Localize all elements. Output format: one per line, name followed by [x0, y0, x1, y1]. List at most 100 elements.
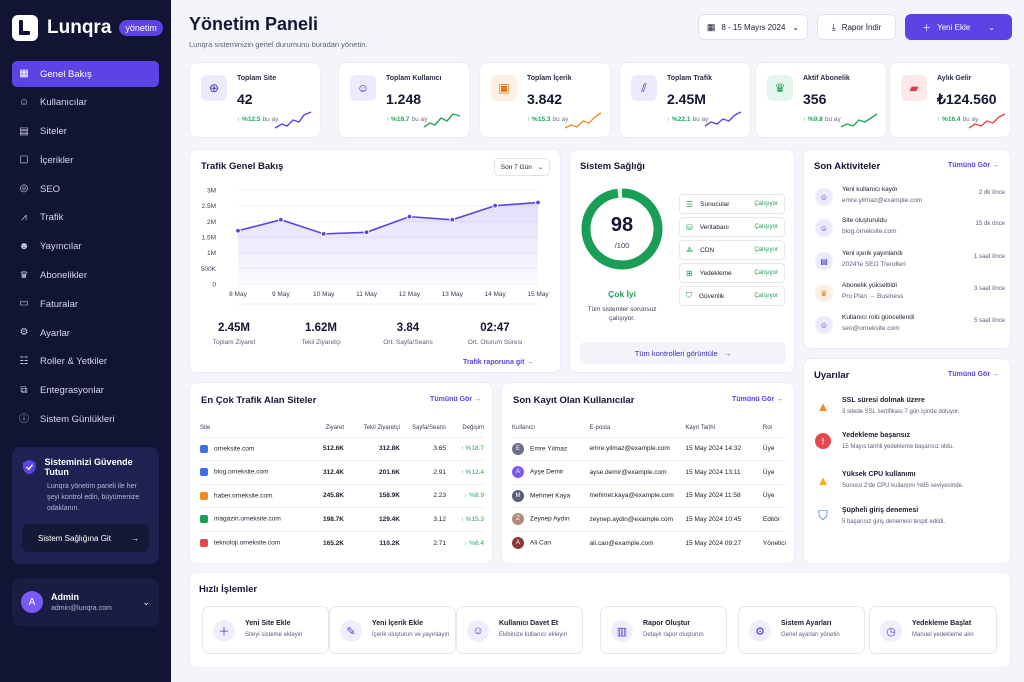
quick-action-add-content[interactable]: ✎ Yeni İçerik Ekle İçerik oluşturun ve yay… [329, 606, 456, 654]
top-sites-title: En Çok Trafik Alan Siteler [201, 395, 317, 406]
report-download-button[interactable]: ⤓ Rapor İndir [817, 14, 896, 40]
quick-action-start-backup[interactable]: ◷ Yedekleme Başlat Manuel yedekleme alın [869, 606, 997, 654]
target-icon: ◎ [19, 183, 29, 195]
crown-icon: ♛ [815, 284, 833, 302]
sidebar-item-label: Genel Bakış [40, 68, 92, 80]
sidebar-item-seo[interactable]: ◎ SEO [12, 176, 159, 202]
table-row[interactable]: E Emre Yılmaz emre.yilmaz@example.com 15 Ma… [512, 437, 786, 461]
stat-card-subscriptions[interactable]: ♛ Aktif Abonelik 356 ↑ %9.8 bu ay [755, 62, 887, 138]
sidebar-item-sites[interactable]: ▤ Siteler [12, 119, 159, 145]
sidebar-item-traffic[interactable]: ⩘ Trafik [12, 205, 159, 231]
sidebar: Lunqra yönetim ▦ Genel Bakış ☺ Kullanıcıla… [0, 0, 171, 682]
sidebar-item-label: Siteler [40, 126, 67, 138]
quick-action-invite-user[interactable]: ☺ Kullanıcı Davet Et Ekibinize kullanıcı e… [456, 606, 583, 654]
sidebar-item-settings[interactable]: ⚙ Ayarlar [12, 320, 159, 346]
sidebar-item-integrations[interactable]: ⧉ Entegrasyonlar [12, 378, 159, 404]
activity-item[interactable]: ☺ Site oluşturuldu blog.orneksite.com 15 dk… [815, 215, 1005, 243]
quick-actions-card: Hızlı İşlemler ＋ Yeni Site Ekle Siteyi sis… [189, 572, 1011, 668]
user-profile[interactable]: A Admin admin@lunqra.com ⌄ [12, 578, 159, 626]
view-all-checks-button[interactable]: Tüm kontrolleri görüntüle → [580, 342, 786, 364]
activity-item[interactable]: ☺ Kullanıcı rolü güncellendi seo@orneksite… [815, 312, 1005, 340]
sidebar-item-label: Roller & Yetkiler [40, 356, 108, 368]
stat-label: Toplam Kullanıcı [386, 75, 442, 82]
activity-item[interactable]: ♛ Abonelik yükseltildi Pro Plan → Business… [815, 280, 1005, 308]
server-icon: ☰ [686, 199, 694, 209]
brand-badge: yönetim [119, 20, 163, 36]
recent-users-view-all-link[interactable]: Tümünü Gör → [732, 396, 783, 403]
table-row[interactable]: A Ayşe Demir ayse.demir@example.com 15 May … [512, 460, 786, 485]
stat-card-sites[interactable]: ⊕ Toplam Site 42 ↑ %12.5 bu ay [189, 62, 321, 138]
activity-view-all-link[interactable]: Tümünü Gör → [948, 162, 999, 169]
recent-users-table: Kullanıcı E-posta Kayıt Tarihi Rol E Emre Yı… [512, 419, 786, 555]
chevron-down-icon[interactable]: ⌄ [142, 596, 150, 607]
alerts-view-all-link[interactable]: Tümünü Gör → [948, 371, 999, 378]
health-item-security: ⛉ Güvenlik Çalışıyor [679, 286, 785, 306]
y-tick-label: 500K [201, 266, 217, 273]
brand-logo[interactable]: Lunqra yönetim [12, 15, 163, 41]
avatar: A [512, 537, 524, 549]
x-tick-label: 14 May [484, 291, 506, 298]
avatar: Z [512, 513, 524, 526]
y-tick-label: 3M [207, 188, 216, 195]
sidebar-item-label: Kullanıcılar [40, 97, 87, 109]
invite-icon: ☺ [467, 620, 489, 642]
y-tick-label: 2M [207, 219, 216, 226]
sidebar-item-roles[interactable]: ☷ Roller & Yetkiler [12, 349, 159, 375]
table-row[interactable]: orneksite.com 512.6K 312.8K 3.65 ↑ %18.7 [200, 437, 484, 461]
traffic-report-link[interactable]: Trafik raporuna git → [463, 359, 534, 366]
sidebar-item-label: Faturalar [40, 298, 79, 310]
user-group-icon: ☻ [18, 240, 30, 252]
avatar: A [21, 591, 43, 613]
page-subtitle: Lunqra sisteminizin genel durumunu burad… [189, 40, 368, 49]
system-health-button[interactable]: Sistem Sağlığına Git → [22, 524, 149, 552]
sidebar-item-label: Ayarlar [40, 327, 70, 339]
sidebar-item-label: Abonelikler [40, 270, 87, 282]
quick-action-create-report[interactable]: ▥ Rapor Oluştur Detaylı rapor oluşturun [600, 606, 727, 654]
table-row[interactable]: magazin.orneksite.com 198.7K 129.4K 3.12 ↑ %… [200, 507, 484, 532]
site-favicon-icon [200, 491, 208, 500]
sidebar-item-overview[interactable]: ▦ Genel Bakış [12, 61, 159, 87]
stat-card-users[interactable]: ☺ Toplam Kullanıcı 1.248 ↑ %18.7 bu ay [338, 62, 470, 138]
sidebar-item-users[interactable]: ☺ Kullanıcılar [12, 90, 159, 116]
security-card: Sisteminizi Güvende Tutun Lunqra yönetim… [12, 447, 159, 564]
quick-action-add-site[interactable]: ＋ Yeni Site Ekle Siteyi sisteme ekleyin [202, 606, 329, 654]
sparkline [274, 111, 312, 129]
date-range-picker[interactable]: ▦ 8 - 15 Mayıs 2024 ⌄ [698, 14, 808, 40]
add-new-button[interactable]: ＋ Yeni Ekle ⌄ [905, 14, 1012, 40]
stat-value: 3.842 [527, 91, 563, 107]
stat-card-traffic[interactable]: ⫽ Toplam Trafik 2.45M ↑ %22.1 bu ay [619, 62, 751, 138]
traffic-overview-card: Trafik Genel Bakış Son 7 Gün ⌄ 0 500K 1M 1.5… [189, 149, 561, 373]
table-row[interactable]: M Mehmet Kaya mehmet.kaya@example.com 15 Ma… [512, 484, 786, 508]
table-row[interactable]: A Ali Can ali.can@example.com 15 May 2024 0… [512, 531, 786, 555]
sidebar-item-publishers[interactable]: ☻ Yayıncılar [12, 234, 159, 260]
activity-item[interactable]: ☺ Yeni kullanıcı kaydı emre.yilmaz@example… [815, 184, 1005, 212]
period-select[interactable]: Son 7 Gün ⌄ [494, 158, 550, 176]
sidebar-item-contents[interactable]: ▢ İçerikler [12, 147, 159, 173]
grid-icon: ▦ [19, 68, 29, 79]
table-row[interactable]: Z Zeynep Aydın zeynep.aydin@example.com 15 … [512, 507, 786, 532]
stat-card-content[interactable]: ▣ Toplam İçerik 3.842 ↑ %15.3 bu ay [479, 62, 611, 138]
sparkline [704, 111, 742, 127]
sidebar-item-logs[interactable]: ⓘ Sistem Günlükleri [12, 407, 159, 433]
site-icon: ☺ [815, 219, 833, 237]
health-score: 98 [610, 214, 634, 236]
stat-change: ↑ %18.7 bu ay [386, 116, 428, 123]
table-row[interactable]: blog.orneksite.com 312.4K 201.6K 2.91 ↑ %12.… [200, 460, 484, 485]
stat-card-revenue[interactable]: ▰ Aylık Gelir ₺124.560 ↑ %16.4 bu ay [889, 62, 1011, 138]
top-sites-view-all-link[interactable]: Tümünü Gör → [430, 396, 481, 403]
sidebar-item-invoices[interactable]: ▭ Faturalar [12, 291, 159, 317]
health-description: Tüm sistemler sorunsuz çalışıyor. [587, 306, 657, 322]
top-sites-table: Site Ziyaret Tekil Ziyaretçi Sayfa/Seans Değ… [200, 419, 484, 555]
security-card-title: Sisteminizi Güvende Tutun [44, 457, 133, 477]
quick-action-system-settings[interactable]: ⚙ Sistem Ayarları Genel ayarları yönetin [738, 606, 865, 654]
chevron-down-icon: ⌄ [792, 22, 800, 32]
activity-item[interactable]: ▤ Yeni içerik yayınlandı 2024'te SEO Trend… [815, 248, 1005, 276]
wallet-icon: ▰ [901, 75, 927, 101]
data-point [363, 229, 370, 236]
table-row[interactable]: teknoloji.orneksite.com 165.2K 110.2K 2.71 ↑… [200, 531, 484, 555]
table-row[interactable]: haber.orneksite.com 245.8K 158.9K 2.23 ↑ %8.… [200, 484, 484, 508]
users-icon: ☺ [18, 96, 30, 108]
info-icon: ⓘ [19, 413, 29, 425]
integration-icon: ⧉ [20, 384, 28, 396]
sidebar-item-subscriptions[interactable]: ♛ Abonelikler [12, 263, 159, 289]
